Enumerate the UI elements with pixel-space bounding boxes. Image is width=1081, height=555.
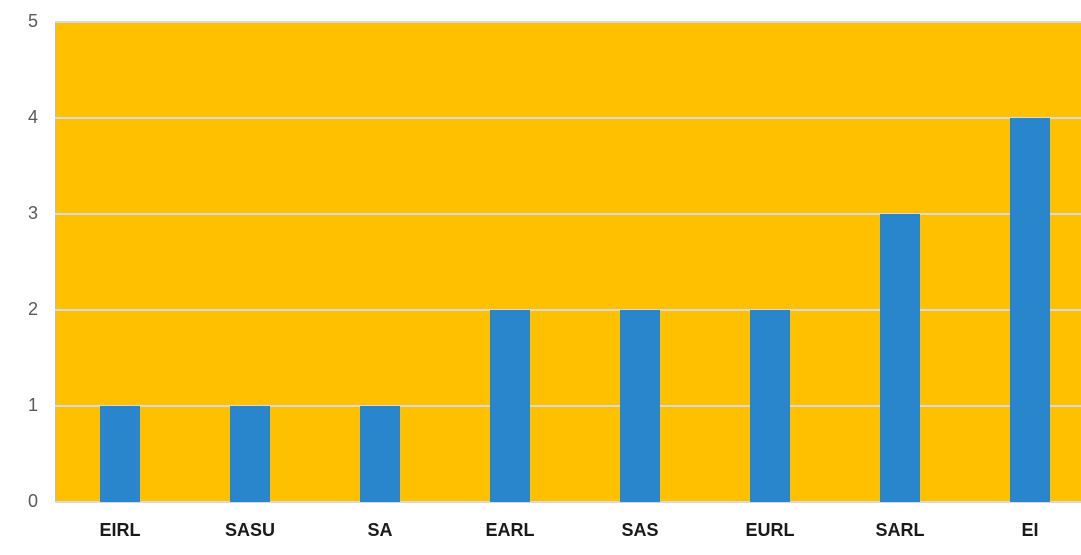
bar [100, 406, 140, 502]
bar [620, 310, 660, 502]
y-tick-label: 5 [28, 11, 38, 31]
bar [360, 406, 400, 502]
y-tick-label: 0 [28, 491, 38, 511]
y-tick-label: 2 [28, 299, 38, 319]
x-tick-label: SARL [876, 520, 925, 540]
x-tick-label: SA [367, 520, 392, 540]
y-tick-label: 1 [28, 395, 38, 415]
x-tick-label: SAS [621, 520, 658, 540]
x-tick-label: SASU [225, 520, 275, 540]
y-tick-label: 4 [28, 107, 38, 127]
y-tick-label: 3 [28, 203, 38, 223]
x-tick-label: EARL [486, 520, 535, 540]
bar [230, 406, 270, 502]
x-tick-label: EURL [746, 520, 795, 540]
plot-area [55, 22, 1081, 502]
bar [1010, 118, 1050, 502]
bar [490, 310, 530, 502]
bar [750, 310, 790, 502]
bar [880, 214, 920, 502]
x-tick-label: EI [1021, 520, 1038, 540]
x-tick-label: EIRL [99, 520, 140, 540]
